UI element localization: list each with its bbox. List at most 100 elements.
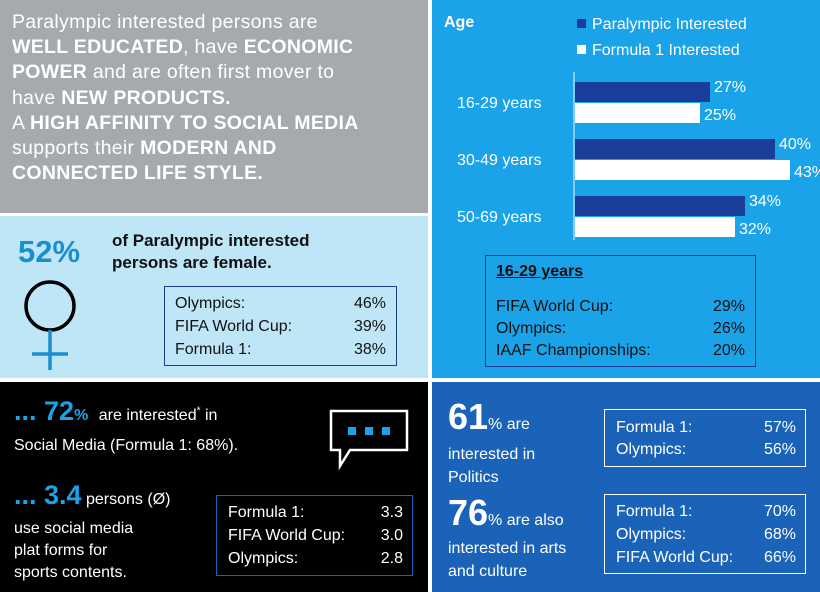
- intro-well-educated: WELL EDUCATED: [12, 36, 184, 59]
- table-row: Olympics: 56%: [605, 441, 805, 463]
- row-label: Formula 1:: [616, 503, 693, 520]
- table-row: FIFA World Cup: 66%: [605, 549, 805, 571]
- bar-formula1: [575, 217, 735, 237]
- row-value: 46%: [353, 295, 386, 312]
- row-value: 39%: [353, 318, 386, 335]
- table-row: Olympics: 68%: [605, 526, 805, 548]
- social-72-number: 72: [44, 396, 75, 426]
- data-label: 34%: [749, 193, 781, 210]
- row-label: Formula 1:: [616, 419, 693, 436]
- age-box-title: 16-29 years: [496, 263, 584, 280]
- intro-text-5a: A: [12, 111, 30, 134]
- politics-text-3: Politics: [448, 469, 499, 486]
- table-row: IAAF Championships: 20%: [486, 342, 755, 364]
- social-comparison-table: Formula 1: 3.3 FIFA World Cup: 3.0 Olymp…: [216, 495, 413, 576]
- bar-formula1: [575, 103, 700, 123]
- politics-line-1: 61% are: [448, 396, 530, 438]
- politics-text-1: % are: [488, 416, 530, 433]
- table-row: Olympics: 46%: [165, 295, 396, 317]
- social-text-1: are interested: [98, 407, 197, 424]
- intro-text: Paralympic interested persons are WELL E…: [12, 10, 422, 186]
- category-label: 50-69 years: [457, 209, 542, 226]
- footnote-star: *: [196, 405, 201, 417]
- row-label: Olympics:: [616, 441, 687, 458]
- legend-swatch-formula1: [577, 45, 586, 54]
- data-label: 40%: [779, 136, 811, 153]
- row-label: FIFA World Cup:: [175, 318, 293, 335]
- row-label: Formula 1:: [228, 504, 305, 521]
- data-label: 32%: [739, 221, 771, 238]
- row-value: 2.8: [380, 550, 403, 567]
- female-comparison-table: Olympics: 46% FIFA World Cup: 39% Formul…: [164, 286, 397, 366]
- intro-line-1: Paralympic interested persons are: [12, 11, 318, 33]
- row-label: Olympics:: [496, 320, 567, 337]
- intro-text-6a: supports their: [12, 137, 141, 160]
- row-label: Olympics:: [175, 295, 246, 312]
- social-line-1: ... 72% are interested* in: [14, 396, 217, 427]
- bar-formula1: [575, 160, 790, 180]
- table-row: Formula 1: 38%: [165, 341, 396, 363]
- chart-bars: 16-29 years 27% 25% 30-49 years 40% 43% 50-69 …: [457, 79, 820, 238]
- female-symbol-icon: [24, 280, 76, 370]
- intro-economic: ECONOMIC: [243, 36, 354, 59]
- intro-panel: Paralympic interested persons are WELL E…: [0, 0, 428, 213]
- social-text-3: persons (Ø): [81, 491, 171, 508]
- row-label: Olympics:: [228, 550, 299, 567]
- social-percent-sign: %: [74, 407, 89, 424]
- chart-title: Age: [444, 14, 474, 31]
- arts-text-1: % are also: [488, 512, 564, 529]
- politics-61-number: 61: [448, 396, 489, 437]
- legend-label-formula1: Formula 1 Interested: [592, 42, 740, 59]
- intro-text-4a: have: [12, 86, 62, 109]
- social-media-panel: ... 72% are interested* in Social Media …: [0, 382, 428, 592]
- chat-bubble-icon: [329, 409, 409, 471]
- table-row: FIFA World Cup: 39%: [165, 318, 396, 340]
- table-row: Formula 1: 3.3: [217, 504, 412, 526]
- politics-text-2: interested in: [448, 446, 536, 463]
- arts-comparison-table: Formula 1: 70% Olympics: 68% FIFA World …: [604, 494, 806, 574]
- social-text-4: use social media: [14, 520, 134, 537]
- row-label: FIFA World Cup:: [616, 549, 734, 566]
- social-text-block: use social media plat forms for sports c…: [14, 518, 133, 584]
- row-value: 57%: [763, 419, 796, 436]
- row-value: 26%: [712, 320, 745, 337]
- arts-text-block: interested in arts and culture: [448, 537, 566, 583]
- table-row: Formula 1: 57%: [605, 419, 805, 441]
- intro-text-3b: and are often first mover to: [87, 61, 335, 84]
- row-label: Olympics:: [616, 526, 687, 543]
- row-label: IAAF Championships:: [496, 342, 651, 359]
- female-panel: 52% of Paralympic interested persons are…: [0, 216, 428, 378]
- politics-text-block: interested in Politics: [448, 443, 535, 489]
- data-label: 25%: [704, 107, 736, 124]
- arts-text-3: and culture: [448, 563, 528, 580]
- social-text-1b: in: [200, 407, 218, 424]
- female-percent: 52%: [18, 234, 81, 269]
- table-row: Formula 1: 70%: [605, 503, 805, 525]
- row-value: 3.3: [380, 504, 403, 521]
- intro-connected-life: CONNECTED LIFE STYLE.: [12, 162, 264, 185]
- data-label: 27%: [714, 79, 746, 96]
- interests-panel: 61% are interested in Politics Formula 1…: [432, 382, 820, 592]
- category-label: 16-29 years: [457, 95, 542, 112]
- table-row: Olympics: 2.8: [217, 550, 412, 572]
- arts-line-1: 76% are also: [448, 492, 564, 534]
- female-text-line-2: persons are female.: [112, 253, 272, 272]
- age-chart-panel: Age Paralympic Interested Formula 1 Inte…: [432, 0, 820, 378]
- bar-paralympic: [575, 139, 775, 159]
- social-text-2: Social Media (Formula 1: 68%).: [14, 437, 239, 454]
- legend-label-paralympic: Paralympic Interested: [592, 16, 747, 33]
- arts-text-2: interested in arts: [448, 540, 567, 557]
- legend-swatch-paralympic: [577, 19, 586, 28]
- row-label: Formula 1:: [175, 341, 252, 358]
- row-label: FIFA World Cup:: [228, 527, 346, 544]
- social-text-5: plat forms for: [14, 542, 108, 559]
- row-value: 3.0: [380, 527, 403, 544]
- female-text-line-1: of Paralympic interested: [112, 231, 310, 250]
- social-dots: ...: [14, 396, 45, 426]
- intro-power: POWER: [12, 61, 88, 84]
- bar-paralympic: [575, 82, 710, 102]
- row-value: 38%: [353, 341, 386, 358]
- table-row: FIFA World Cup: 29%: [486, 298, 755, 320]
- social-dots-2: ...: [14, 480, 45, 510]
- row-value: 56%: [763, 441, 796, 458]
